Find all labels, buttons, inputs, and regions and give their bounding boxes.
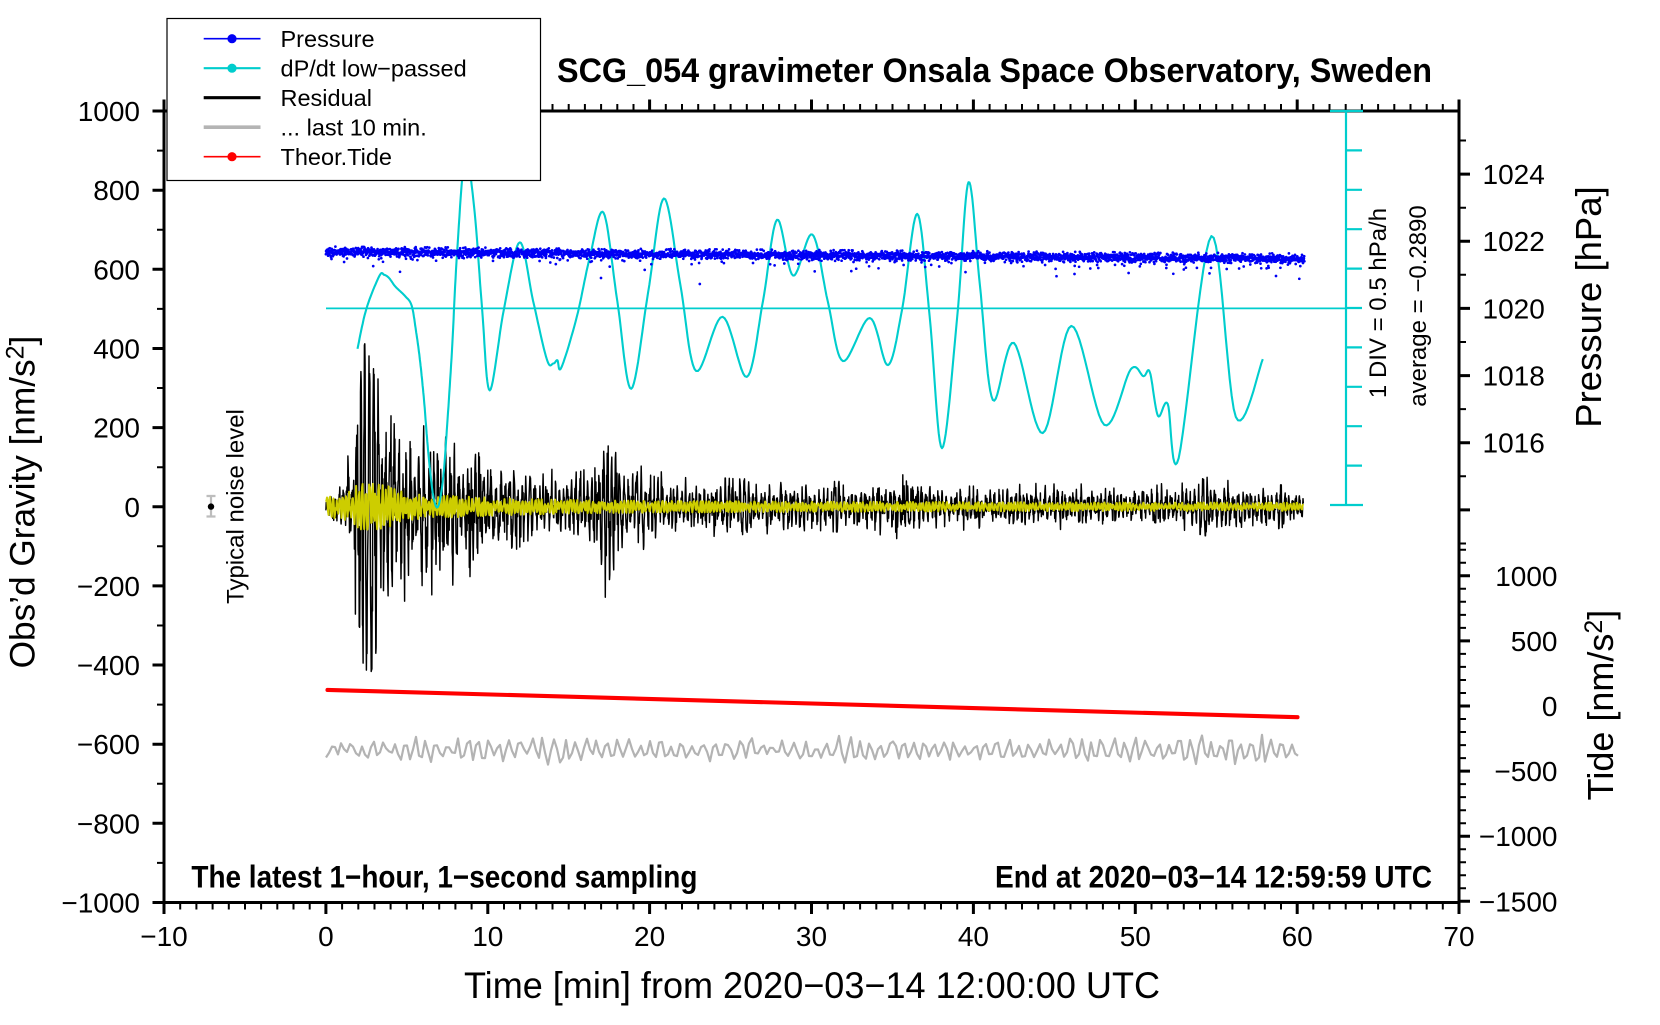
svg-text:1000: 1000	[1495, 561, 1557, 592]
svg-text:The latest 1−hour, 1−second sa: The latest 1−hour, 1−second sampling	[191, 859, 697, 895]
svg-text:dP/dt low−passed: dP/dt low−passed	[281, 56, 467, 82]
svg-text:Tide [nm/s2]: Tide [nm/s2]	[1580, 610, 1621, 801]
svg-text:50: 50	[1120, 921, 1151, 952]
svg-text:20: 20	[634, 921, 665, 952]
svg-text:1016: 1016	[1483, 428, 1545, 459]
svg-text:SCG_054 gravimeter Onsala Spac: SCG_054 gravimeter Onsala Space Observat…	[557, 52, 1432, 90]
svg-text:60: 60	[1282, 921, 1313, 952]
svg-text:0: 0	[1542, 691, 1558, 722]
svg-text:Theor.Tide: Theor.Tide	[281, 144, 392, 170]
svg-text:Obs’d Gravity [nm/s2]: Obs’d Gravity [nm/s2]	[2, 336, 43, 669]
svg-text:−800: −800	[77, 808, 140, 839]
svg-text:Pressure: Pressure	[281, 26, 375, 52]
svg-text:−1500: −1500	[1479, 886, 1558, 917]
svg-text:Typical noise level: Typical noise level	[223, 409, 250, 604]
svg-text:1 DIV = 0.5 hPa/h: 1 DIV = 0.5 hPa/h	[1365, 208, 1392, 398]
svg-text:1000: 1000	[78, 96, 140, 127]
svg-text:1022: 1022	[1483, 226, 1545, 257]
svg-text:−600: −600	[77, 729, 140, 760]
svg-text:−1000: −1000	[1479, 821, 1558, 852]
svg-text:−1000: −1000	[61, 888, 140, 919]
svg-text:800: 800	[93, 175, 140, 206]
svg-text:−400: −400	[77, 650, 140, 681]
svg-text:0: 0	[124, 492, 140, 523]
svg-text:Residual: Residual	[281, 85, 372, 111]
svg-text:30: 30	[796, 921, 827, 952]
svg-text:−500: −500	[1494, 756, 1557, 787]
svg-text:1024: 1024	[1483, 159, 1545, 190]
svg-text:Pressure [hPa]: Pressure [hPa]	[1568, 186, 1609, 427]
svg-text:0: 0	[318, 921, 334, 952]
svg-text:−10: −10	[140, 921, 188, 952]
svg-text:1020: 1020	[1483, 293, 1545, 324]
svg-text:40: 40	[958, 921, 989, 952]
svg-text:End at 2020−03−14 12:59:59 UTC: End at 2020−03−14 12:59:59 UTC	[995, 859, 1432, 895]
svg-text:400: 400	[93, 334, 140, 365]
svg-text:200: 200	[93, 413, 140, 444]
svg-text:Time [min] from 2020−03−14 12:: Time [min] from 2020−03−14 12:00:00 UTC	[464, 965, 1160, 1006]
svg-text:−200: −200	[77, 571, 140, 602]
svg-text:1018: 1018	[1483, 361, 1545, 392]
svg-text:70: 70	[1443, 921, 1474, 952]
svg-text:500: 500	[1511, 626, 1558, 657]
svg-text:... last 10 min.: ... last 10 min.	[281, 115, 427, 141]
svg-text:average = −0.2890: average = −0.2890	[1405, 205, 1432, 407]
svg-text:10: 10	[472, 921, 503, 952]
svg-text:600: 600	[93, 254, 140, 285]
